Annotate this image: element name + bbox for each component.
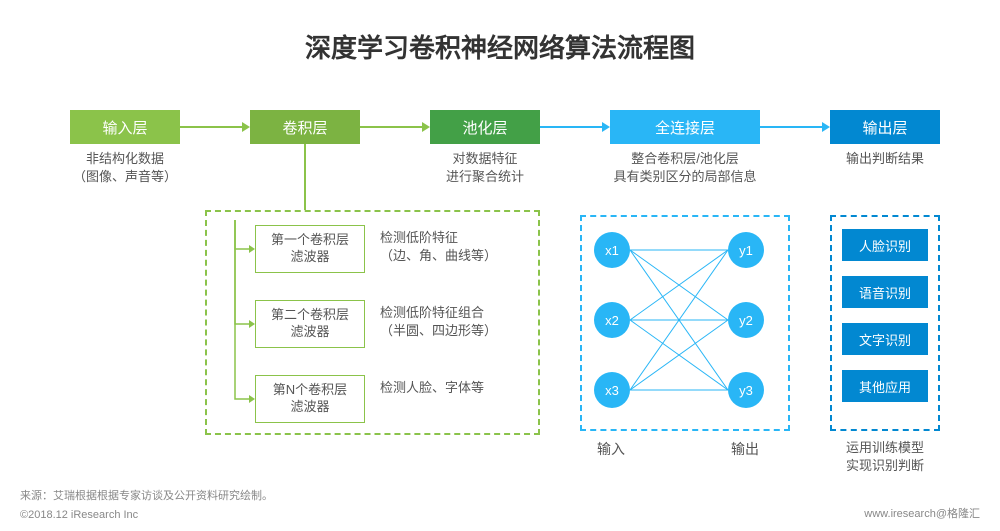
app-item-1: 语音识别 (842, 276, 928, 308)
footer-source: 来源：艾瑞根据根据专家访谈及公开资料研究绘制。 (20, 487, 273, 503)
app-item-0: 人脸识别 (842, 229, 928, 261)
app-item-2: 文字识别 (842, 323, 928, 355)
footer-site: www.iresearch@格隆汇 (864, 505, 980, 521)
nn-output-label: 输出 (731, 439, 759, 459)
nn-output-2: y3 (728, 372, 764, 408)
nn-input-label: 输入 (597, 439, 625, 459)
nn-input-2: x3 (594, 372, 630, 408)
nn-input-1: x2 (594, 302, 630, 338)
nn-output-1: y2 (728, 302, 764, 338)
nn-input-0: x1 (594, 232, 630, 268)
footer-copyright: ©2018.12 iResearch Inc (20, 509, 138, 521)
app-item-3: 其他应用 (842, 370, 928, 402)
nn-output-0: y1 (728, 232, 764, 268)
apps-caption: 运用训练模型实现识别判断 (825, 439, 945, 475)
